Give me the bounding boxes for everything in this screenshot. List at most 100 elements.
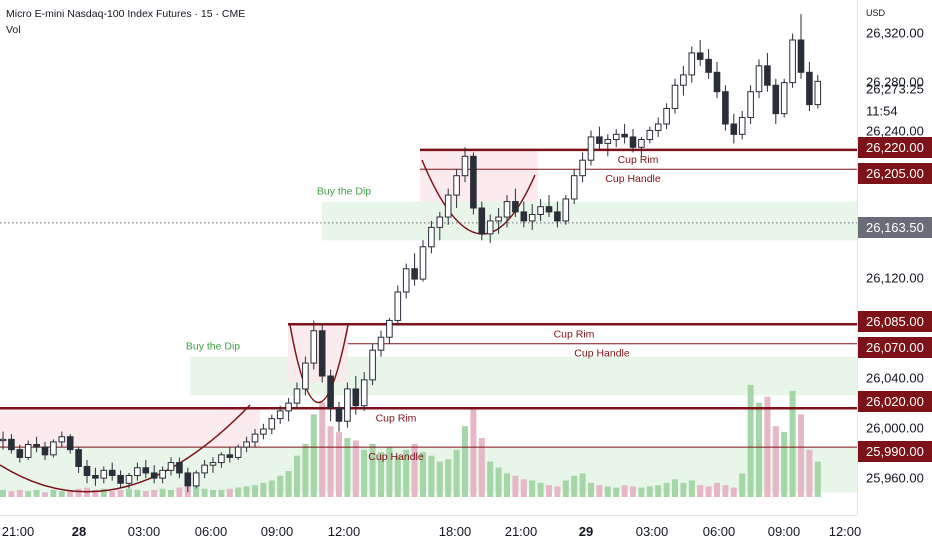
volume-bar [352, 440, 359, 497]
volume-bar [260, 482, 267, 497]
candle-body [646, 129, 654, 141]
candle-body [486, 220, 494, 235]
price-tick: 25,960.00 [866, 470, 924, 486]
candle-body [520, 211, 528, 222]
candle-body [176, 462, 183, 474]
volume-bar [756, 402, 762, 497]
candle-body [663, 107, 670, 125]
volume-bar [327, 426, 334, 497]
candle-body [411, 268, 418, 280]
volume-bar [436, 461, 443, 497]
candle-body [428, 226, 435, 248]
time-tick: 06:00 [702, 524, 736, 539]
chart-canvas[interactable]: Buy the Dip Buy the Dip Cup Rim Cup Handle C… [0, 0, 857, 515]
candle-body [377, 336, 385, 351]
volume-bar [310, 414, 317, 497]
volume-bar [58, 491, 65, 497]
candle-body [596, 136, 603, 144]
volume-bar [714, 482, 720, 497]
volume-bar [672, 479, 678, 497]
volume-bar [638, 487, 645, 497]
volume-bar [613, 487, 620, 497]
candle-body [159, 469, 166, 479]
volume-bar [604, 486, 611, 497]
volume-bar [462, 426, 468, 497]
candle-body [688, 52, 696, 76]
volume-bar [596, 485, 603, 497]
volume-bar [226, 488, 233, 497]
volume-bar [378, 452, 384, 497]
candle-body [386, 319, 393, 338]
candle-body [251, 433, 259, 443]
volume-bar [814, 461, 821, 497]
volume-bar [109, 491, 116, 497]
candle-body [671, 84, 679, 109]
time-axis[interactable]: 21:00 28 03:00 06:00 09:00 12:00 18:00 2… [0, 515, 861, 551]
candle-body [344, 388, 351, 422]
volume-bar [75, 488, 82, 497]
level-price-badge: 26,070.00 [858, 337, 932, 358]
volume-bar [201, 488, 208, 497]
volume-bar [369, 443, 376, 497]
candle-body [738, 117, 746, 135]
time-tick: 06:00 [194, 524, 228, 539]
volume-bar [588, 482, 594, 497]
candle-body [789, 39, 796, 84]
volume-bar [772, 426, 779, 497]
volume-bar [100, 488, 107, 497]
candle-body [562, 198, 570, 222]
symbol-title[interactable]: Micro E-mini Nasdaq-100 Index Futures · … [6, 8, 246, 20]
volume-bar [789, 390, 796, 497]
candle-body [629, 136, 637, 148]
volume-bar [8, 491, 15, 497]
level-label: Cup Rim [376, 412, 417, 424]
candle-body [705, 58, 712, 73]
volume-bar [478, 438, 485, 497]
price-tick: 26,120.00 [866, 270, 924, 286]
candle-body [495, 216, 502, 222]
candle-body [436, 216, 444, 228]
volume-bar [747, 384, 754, 497]
zone-label: Buy the Dip [186, 341, 240, 353]
candle-body [570, 175, 578, 200]
candle-body [209, 462, 217, 466]
volume-bar [646, 486, 653, 497]
candle-body [528, 213, 536, 222]
candle-body [0, 438, 7, 442]
candle-body [604, 139, 612, 144]
time-tick: 29 [578, 524, 594, 539]
cup-area [288, 324, 348, 383]
candle-body [318, 330, 326, 377]
candle-body [537, 206, 544, 215]
candle-body [243, 441, 250, 448]
volume-bar [33, 489, 40, 497]
volume-bar [680, 482, 687, 497]
candle-body [587, 136, 595, 161]
volume-bar [655, 485, 662, 497]
candle-body [285, 402, 292, 412]
candle-body [33, 443, 40, 448]
cup-area [420, 149, 538, 202]
candle-body [352, 388, 360, 407]
volume-bar [16, 489, 23, 497]
time-tick: 21:00 [1, 524, 35, 539]
time-tick: 12:00 [327, 524, 361, 539]
candle-body [554, 211, 561, 222]
price-tick: 26,040.00 [866, 370, 924, 386]
time-tick: 03:00 [635, 524, 669, 539]
volume-bar [512, 475, 519, 497]
volume-legend[interactable]: Vol [6, 24, 21, 36]
candle-body [638, 139, 645, 148]
level-label: Cup Rim [618, 154, 659, 166]
price-axis[interactable]: USD 26,320.00 26,280.00 26,273.25 11:54 … [857, 0, 932, 515]
volume-bar [277, 475, 284, 497]
candle-body [402, 268, 410, 293]
candle-body [680, 74, 687, 86]
candle-body [654, 123, 662, 131]
candle-body [764, 65, 771, 86]
volume-bar [420, 452, 426, 497]
volume-bar [159, 488, 166, 497]
candle-body [419, 246, 427, 280]
chart-area[interactable]: Buy the Dip Buy the Dip Cup Rim Cup Handle C… [0, 0, 857, 515]
candle-body [218, 454, 225, 464]
